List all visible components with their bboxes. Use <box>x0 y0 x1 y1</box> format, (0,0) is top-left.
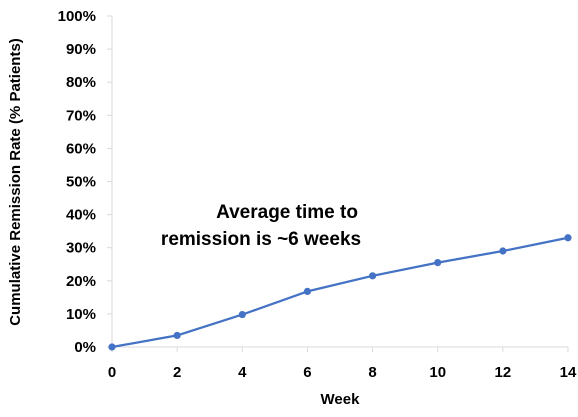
x-axis-title: Week <box>321 391 361 408</box>
x-tick-label: 2 <box>173 364 181 381</box>
y-tick-label: 100% <box>58 8 96 25</box>
x-tick-label: 10 <box>429 364 446 381</box>
y-tick-label: 20% <box>66 273 96 290</box>
annotation-line-1: Average time to <box>216 202 358 223</box>
data-point <box>303 287 312 295</box>
x-tick-label: 6 <box>303 364 311 381</box>
x-tick-label: 0 <box>108 364 116 381</box>
x-tick-label: 8 <box>368 364 376 381</box>
data-point <box>564 234 572 242</box>
series-layer <box>108 234 572 351</box>
y-tick-label: 50% <box>66 174 96 191</box>
x-tick-label: 12 <box>495 364 512 381</box>
y-tick-label: 80% <box>66 74 96 91</box>
data-point <box>238 310 246 319</box>
x-tick-label: 14 <box>560 364 577 381</box>
data-point <box>173 331 181 340</box>
axes-layer <box>107 15 569 352</box>
series-line <box>111 236 569 349</box>
tick-labels-layer: 0% 10% 20% 30% 40% 50% 60% 70% 80% 90% 100% 0 2 4 6 8 10… <box>58 8 577 381</box>
y-tick-label: 60% <box>66 140 96 157</box>
x-tick-label: 4 <box>238 364 247 381</box>
data-point <box>108 343 116 351</box>
annotation-line-2: remission is ~6 weeks <box>161 229 361 250</box>
y-tick-label: 70% <box>66 107 96 124</box>
y-axis-title: Cumulative Remission Rate (% Patients) <box>7 38 24 326</box>
y-tick-label: 30% <box>66 240 96 257</box>
y-tick-label: 0% <box>74 339 96 356</box>
y-tick-label: 10% <box>66 306 96 323</box>
data-point <box>368 272 377 280</box>
y-tick-label: 90% <box>66 41 96 58</box>
y-tick-label: 40% <box>66 207 96 224</box>
data-point <box>499 247 507 255</box>
data-point <box>434 258 442 267</box>
